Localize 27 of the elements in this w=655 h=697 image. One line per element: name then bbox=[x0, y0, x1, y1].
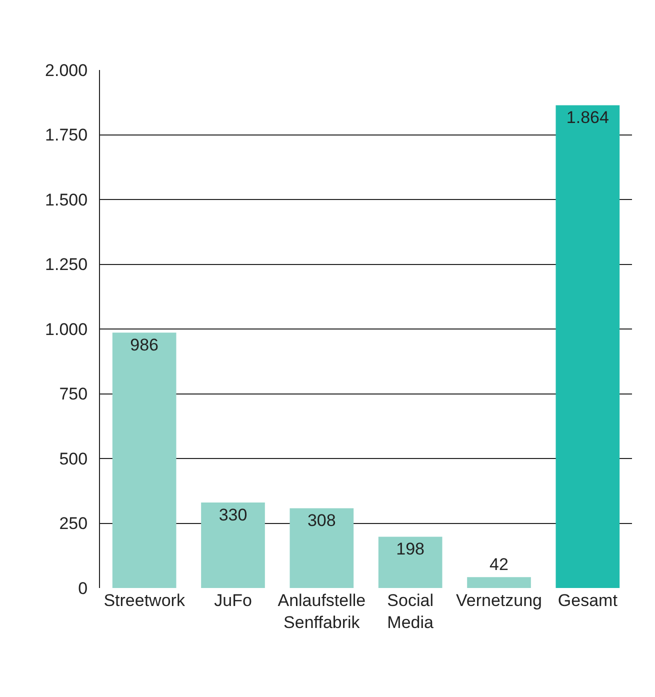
bar bbox=[112, 332, 176, 588]
y-tick-label: 250 bbox=[59, 514, 88, 534]
x-tick-label: Streetwork bbox=[104, 591, 186, 610]
x-tick-label: Gesamt bbox=[558, 591, 618, 610]
data-label: 330 bbox=[218, 506, 248, 525]
x-tick-label: Social Media bbox=[387, 591, 434, 632]
y-tick-label: 1.500 bbox=[45, 190, 88, 210]
y-tick-label: 500 bbox=[59, 449, 88, 468]
x-tick-label: JuFo bbox=[214, 591, 252, 610]
data-label: 986 bbox=[130, 336, 159, 355]
x-tick-label: Vernetzung bbox=[456, 591, 542, 610]
y-tick-label: 0 bbox=[78, 578, 88, 598]
bar bbox=[378, 536, 442, 588]
bar bbox=[467, 577, 531, 588]
data-label: 198 bbox=[396, 540, 425, 559]
y-tick-label: 1.000 bbox=[45, 320, 88, 339]
y-tick-label: 1.750 bbox=[45, 126, 88, 145]
bar bbox=[201, 502, 265, 588]
y-tick-label: 750 bbox=[59, 384, 88, 404]
y-tick-label: 2.000 bbox=[45, 60, 88, 80]
data-label: 1.864 bbox=[566, 108, 609, 128]
bar bbox=[556, 105, 620, 588]
y-tick-label: 1.250 bbox=[45, 255, 88, 274]
data-label: 308 bbox=[307, 511, 336, 530]
data-label: 42 bbox=[490, 555, 508, 574]
x-tick-label: Anlaufstelle Senffabrik bbox=[278, 591, 366, 632]
bar bbox=[290, 508, 354, 588]
